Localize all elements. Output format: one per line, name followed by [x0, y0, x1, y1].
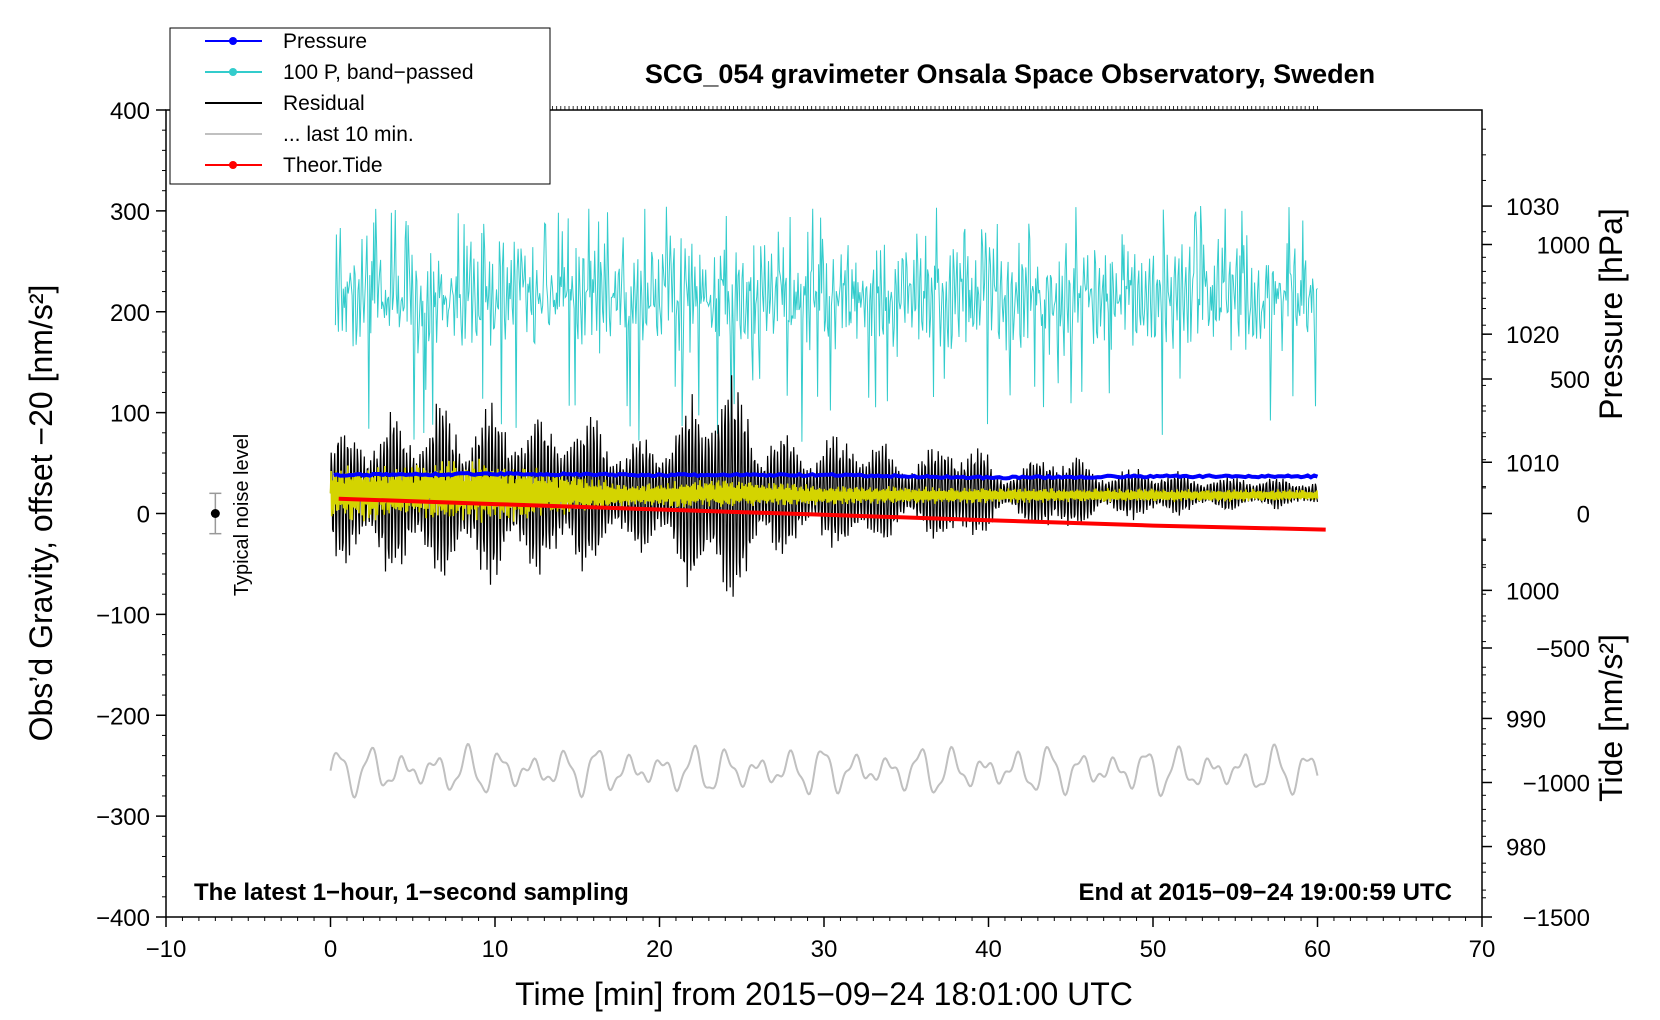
y-tick-label: −100	[96, 602, 150, 629]
tide-tick-label: −1000	[1523, 771, 1590, 798]
legend-label: Residual	[283, 92, 365, 115]
y-tick-label: 0	[137, 502, 150, 529]
legend-label: Theor.Tide	[283, 154, 383, 177]
noise-level-label: Typical noise level	[231, 434, 253, 596]
pressure-tick-label: 1010	[1506, 450, 1559, 477]
legend-marker	[229, 68, 237, 76]
legend-box	[169, 27, 551, 185]
series-pressure	[333, 470, 1319, 481]
y-axis-title-pressure: Pressure [hPa]	[1593, 208, 1629, 420]
legend-label: Pressure	[283, 30, 367, 53]
tide-tick-label: 1000	[1537, 233, 1590, 260]
x-tick-label: 20	[646, 936, 673, 963]
tide-tick-label: 0	[1577, 502, 1590, 529]
y-tick-label: −300	[96, 804, 150, 831]
y-tick-label: 100	[110, 401, 150, 428]
tide-tick-label: −500	[1536, 636, 1590, 663]
series-layer	[329, 205, 1326, 799]
x-tick-label: 60	[1304, 936, 1331, 963]
x-tick-label: 50	[1140, 936, 1167, 963]
legend-marker	[229, 161, 237, 169]
pressure-tick-label: 1030	[1506, 194, 1559, 221]
legend-marker	[229, 37, 237, 45]
y-tick-label: −400	[96, 905, 150, 932]
pressure-tick-label: 990	[1506, 706, 1546, 733]
pressure-tick-label: 1020	[1506, 322, 1559, 349]
x-tick-label: 30	[811, 936, 838, 963]
series-theoretical-tide	[338, 496, 1326, 532]
pressure-tick-label: 980	[1506, 835, 1546, 862]
y-axis-title-gravity: Obs’d Gravity, offset −20 [nm/s²]	[23, 285, 59, 742]
series-bandpassed-pressure	[334, 205, 1318, 442]
y-tick-label: −200	[96, 703, 150, 730]
x-axis-title: Time [min] from 2015−09−24 18:01:00 UTC	[515, 976, 1133, 1012]
x-tick-label: 0	[324, 936, 337, 963]
tide-tick-label: −1500	[1523, 905, 1590, 932]
noise-level-indicator	[209, 492, 222, 535]
chart-title: SCG_054 gravimeter Onsala Space Observat…	[645, 59, 1375, 89]
x-tick-label: 70	[1469, 936, 1496, 963]
ticks-layer: −10 0 10 20 30 40 50 60 70−400−300−200−100010020…	[96, 98, 1590, 963]
x-tick-label: −10	[146, 936, 187, 963]
legend: Pressure 100 P, band−passed Residual ... la…	[169, 27, 551, 185]
series-last-10-min	[329, 742, 1319, 799]
y-tick-label: 200	[110, 300, 150, 327]
legend-label: 100 P, band−passed	[283, 61, 474, 84]
x-tick-label: 10	[482, 936, 509, 963]
y-tick-label: 300	[110, 199, 150, 226]
y-tick-label: 400	[110, 98, 150, 125]
tide-tick-label: 500	[1550, 367, 1590, 394]
noise-bar-center-dot	[210, 509, 220, 518]
annotation-sampling: The latest 1−hour, 1−second sampling	[194, 879, 629, 906]
pressure-tick-label: 1000	[1506, 578, 1559, 605]
y-axis-title-tide: Tide [nm/s²]	[1593, 634, 1629, 802]
legend-label: ... last 10 min.	[283, 123, 414, 146]
series-filtered-residual	[329, 458, 1319, 523]
x-tick-label: 40	[975, 936, 1002, 963]
annotation-end-time: End at 2015−09−24 19:00:59 UTC	[1078, 879, 1452, 906]
